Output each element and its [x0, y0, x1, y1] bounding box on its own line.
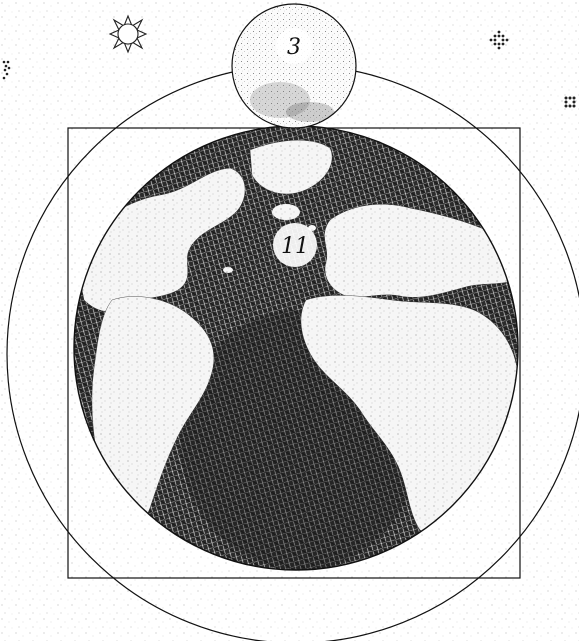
land-iceland	[272, 204, 300, 220]
large-globe	[73, 125, 519, 571]
small-globe-label-disc	[276, 28, 312, 64]
land-south-america	[91, 296, 215, 545]
land-greenland	[249, 140, 333, 195]
land-europe	[324, 204, 517, 298]
small-globe: 3	[231, 3, 357, 129]
square-dots-icon	[564, 96, 576, 108]
large-globe-label: 11	[273, 223, 317, 267]
triangle-dots-icon	[2, 60, 11, 80]
large-globe-label-disc	[273, 223, 317, 267]
sun-star-icon	[108, 14, 148, 54]
diamond-dots-icon	[489, 30, 509, 50]
large-globe-number: 11	[281, 234, 309, 259]
small-globe-number: 3	[287, 35, 301, 60]
